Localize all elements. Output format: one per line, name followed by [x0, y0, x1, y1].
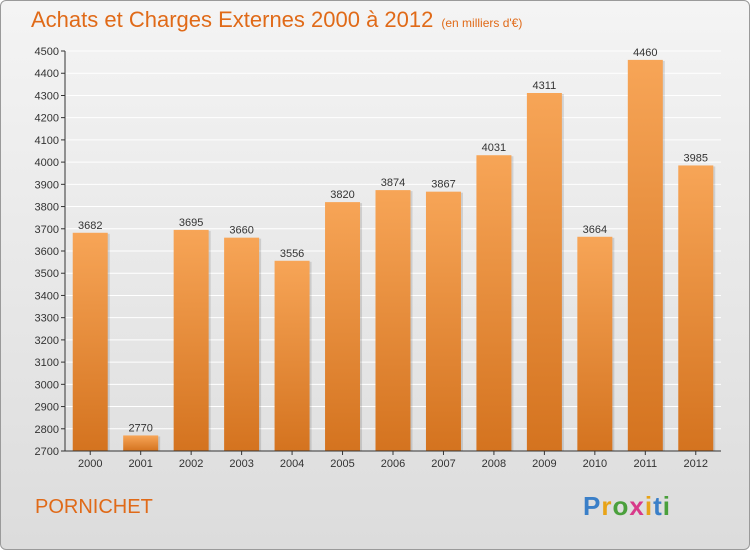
x-tick-label: 2001 — [128, 458, 152, 470]
bar — [425, 191, 461, 451]
chart-title: Achats et Charges Externes 2000 à 2012 (e… — [31, 7, 522, 33]
y-tick-label: 4500 — [35, 46, 59, 58]
y-tick-label: 4100 — [35, 135, 59, 147]
x-tick-label: 2000 — [78, 458, 102, 470]
x-tick-label: 2002 — [179, 458, 203, 470]
x-tick-label: 2008 — [482, 458, 506, 470]
bar — [526, 93, 562, 451]
axes-group: 2700 2800 2900 3000 3100 3200 3300 3400 3500 3600… — [35, 46, 721, 470]
data-label: 4460 — [633, 47, 657, 59]
y-tick-label: 3000 — [35, 379, 59, 391]
y-tick-label: 4200 — [35, 113, 59, 125]
logo-letter: x — [629, 491, 645, 521]
y-tick-label: 3200 — [35, 335, 59, 347]
y-tick-label: 3400 — [35, 290, 59, 302]
data-label: 3867 — [431, 179, 455, 191]
bar — [173, 229, 209, 451]
x-tick-label: 2007 — [431, 458, 455, 470]
x-tick-label: 2003 — [229, 458, 253, 470]
y-tick-label: 3300 — [35, 313, 59, 325]
chart-title-text: Achats et Charges Externes 2000 à 2012 — [31, 7, 434, 32]
y-tick-label: 3600 — [35, 246, 59, 258]
data-label: 3820 — [330, 189, 354, 201]
bar — [678, 165, 714, 451]
data-label: 3985 — [684, 152, 708, 164]
x-tick-label: 2009 — [532, 458, 556, 470]
logo-letter: i — [644, 491, 654, 521]
logo-letter: i — [662, 491, 671, 521]
bar — [375, 190, 411, 451]
bar — [325, 202, 361, 451]
data-label: 3695 — [179, 217, 203, 229]
data-label: 3664 — [583, 224, 607, 236]
logo-letter: P — [583, 491, 602, 521]
y-tick-label: 4400 — [35, 68, 59, 80]
data-label: 4031 — [482, 142, 506, 154]
proxiti-logo: Proxiti — [583, 491, 671, 522]
data-label: 3682 — [78, 220, 102, 232]
logo-letter: r — [601, 491, 613, 521]
y-tick-label: 3500 — [35, 268, 59, 280]
data-label: 3556 — [280, 248, 304, 260]
data-label: 2770 — [128, 422, 152, 434]
bar — [123, 435, 159, 451]
logo-letter: o — [612, 491, 630, 521]
bar — [72, 232, 108, 451]
data-label: 3874 — [381, 177, 405, 189]
bars-group: 3682 2770 3695 3660 3556 3820 3874 3867 4031 4311… — [72, 47, 716, 452]
y-tick-label: 2700 — [35, 446, 59, 458]
y-tick-label: 2900 — [35, 402, 59, 414]
y-tick-label: 3800 — [35, 202, 59, 214]
bar — [577, 236, 613, 451]
data-label: 3660 — [229, 225, 253, 237]
chart-subtitle: (en milliers d'€) — [441, 16, 523, 30]
bar — [627, 59, 663, 452]
y-tick-label: 3700 — [35, 224, 59, 236]
data-label: 4311 — [533, 80, 557, 92]
x-tick-label: 2004 — [280, 458, 304, 470]
y-tick-label: 2800 — [35, 424, 59, 436]
logo-letter: t — [653, 491, 663, 521]
x-tick-label: 2012 — [684, 458, 708, 470]
x-tick-label: 2010 — [583, 458, 607, 470]
bar — [224, 237, 260, 451]
y-tick-label: 3100 — [35, 357, 59, 369]
town-name: PORNICHET — [35, 496, 153, 518]
bar — [274, 260, 310, 451]
y-tick-label: 4300 — [35, 90, 59, 102]
x-tick-label: 2005 — [330, 458, 354, 470]
y-tick-label: 4000 — [35, 157, 59, 169]
x-tick-label: 2006 — [381, 458, 405, 470]
bar — [476, 155, 512, 451]
x-tick-label: 2011 — [633, 458, 657, 470]
y-tick-label: 3900 — [35, 179, 59, 191]
